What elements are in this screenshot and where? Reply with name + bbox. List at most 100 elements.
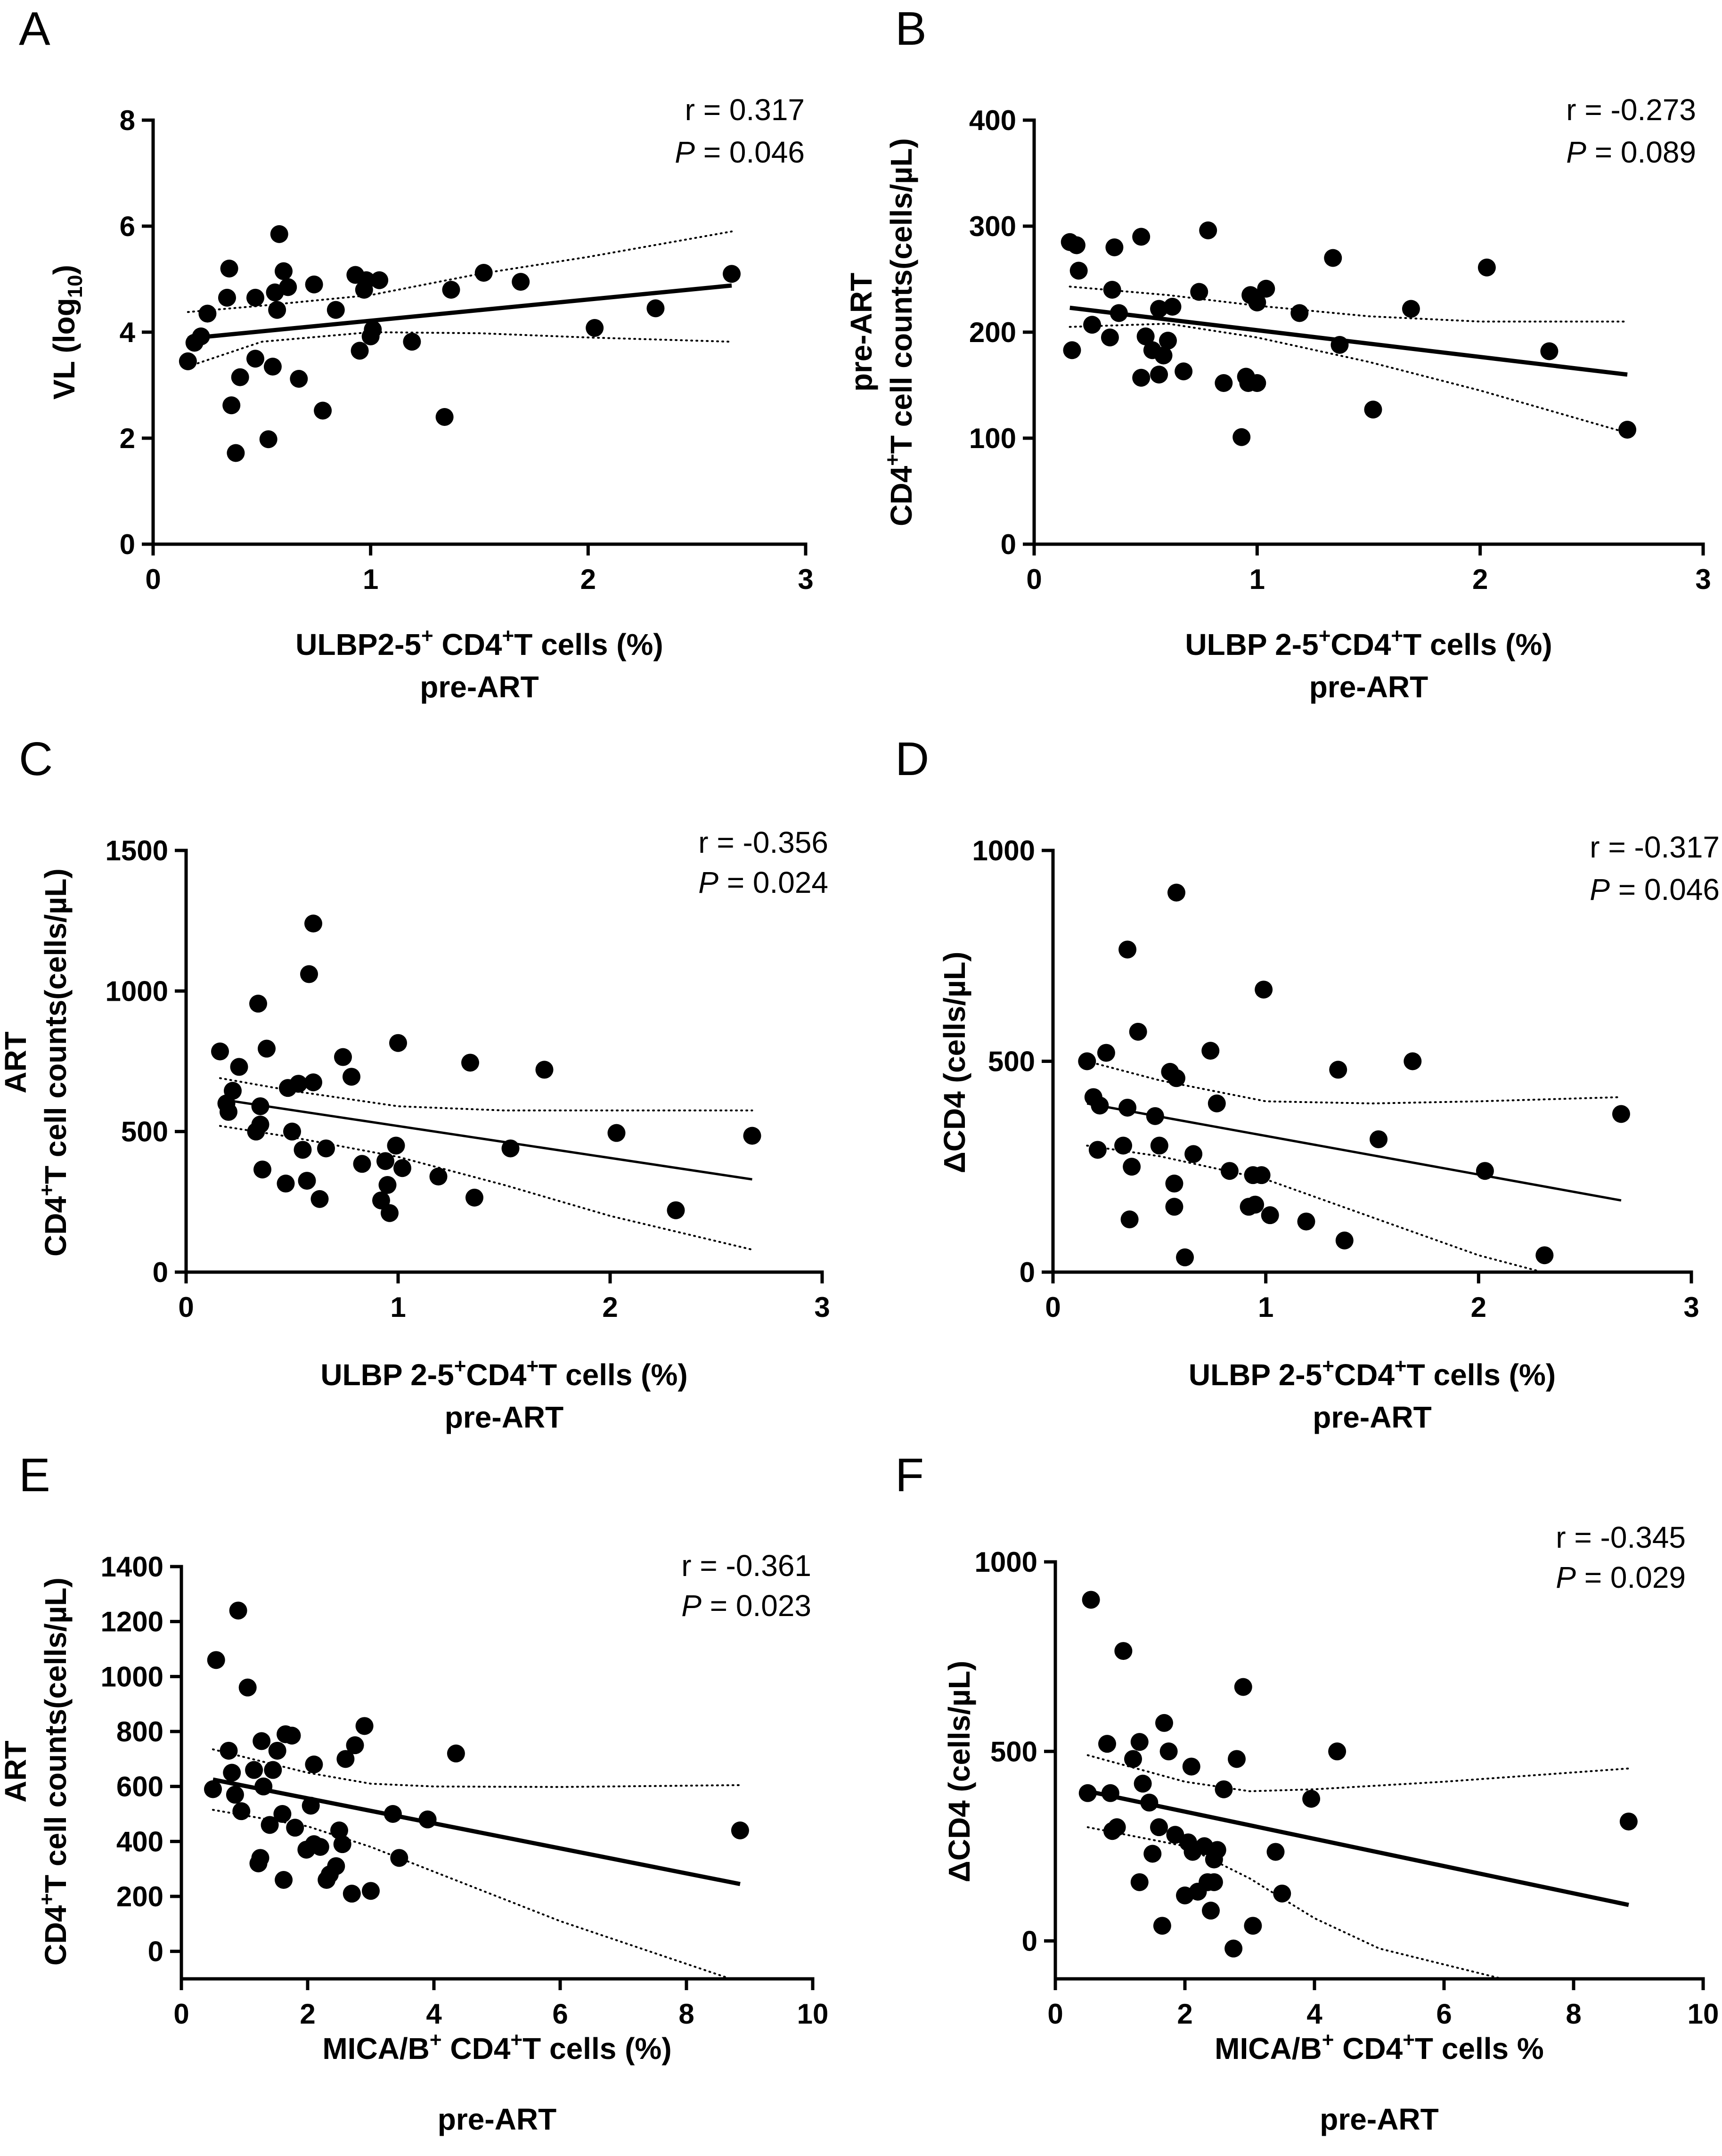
p-value: P = 0.089 xyxy=(1566,135,1696,169)
data-point xyxy=(1476,1162,1494,1180)
data-point xyxy=(231,368,249,386)
x-tick-label: 3 xyxy=(814,1291,830,1323)
data-point xyxy=(294,1141,312,1159)
x-axis-label: ULBP 2-5+CD4+T cells (%) xyxy=(1189,1355,1556,1392)
y-tick-label: 8 xyxy=(120,105,135,136)
data-point xyxy=(1091,1096,1109,1115)
data-point xyxy=(586,319,604,337)
data-point xyxy=(346,1736,364,1755)
x-tick-label: 1 xyxy=(363,564,378,595)
regression-line xyxy=(220,1098,752,1181)
data-point xyxy=(1165,1198,1183,1216)
data-point xyxy=(268,301,286,319)
data-point xyxy=(1261,1206,1279,1225)
x-axis-sublabel: pre-ART xyxy=(1313,1400,1431,1434)
data-point xyxy=(1097,1044,1115,1062)
data-point xyxy=(207,1651,225,1669)
r-value: r = -0.356 xyxy=(698,825,828,859)
data-point xyxy=(1130,1873,1149,1891)
data-point xyxy=(1190,283,1208,301)
x-tick-label: 8 xyxy=(1566,1998,1581,2030)
data-point xyxy=(1069,261,1088,280)
data-point xyxy=(1246,1195,1265,1214)
y-tick-label: 500 xyxy=(988,1046,1035,1078)
p-value: P = 0.024 xyxy=(698,866,828,899)
y-axis-label: CD4+T cell counts(cells/µL) xyxy=(35,868,73,1257)
y-tick-label: 0 xyxy=(1020,1257,1035,1288)
data-point xyxy=(1118,1098,1137,1117)
data-point xyxy=(253,1160,271,1179)
data-point xyxy=(1257,279,1275,298)
y-tick-label: 0 xyxy=(153,1257,168,1288)
x-tick-label: 4 xyxy=(1306,1998,1322,2030)
data-point xyxy=(211,1042,229,1061)
data-point xyxy=(343,1885,361,1903)
data-point xyxy=(1201,1042,1220,1060)
data-point xyxy=(1205,1873,1223,1891)
data-point xyxy=(1103,281,1121,299)
regression-line xyxy=(1087,1789,1629,1907)
p-value: P = 0.023 xyxy=(681,1589,811,1623)
panel-letter: C xyxy=(19,733,53,785)
data-point xyxy=(1234,1678,1252,1696)
data-point xyxy=(1248,294,1266,311)
data-point xyxy=(731,1821,749,1839)
ci-lower-line xyxy=(1086,1144,1543,1273)
data-point xyxy=(1228,1750,1246,1768)
x-tick-label: 1 xyxy=(1258,1291,1273,1323)
data-point xyxy=(353,1155,371,1173)
y-tick-label: 1500 xyxy=(106,835,168,866)
ci-upper-line xyxy=(1086,1060,1622,1105)
data-point xyxy=(384,1805,402,1823)
data-point xyxy=(1199,221,1217,239)
data-point xyxy=(372,1191,390,1209)
ci-upper-line xyxy=(1086,1754,1630,1792)
x-axis-sublabel: pre-ART xyxy=(1320,2102,1438,2136)
r-value: r = -0.345 xyxy=(1556,1520,1686,1554)
data-point xyxy=(1619,1813,1638,1831)
data-point xyxy=(1176,1248,1194,1266)
data-point xyxy=(1146,1107,1164,1125)
x-axis-sublabel: pre-ART xyxy=(445,1400,563,1434)
data-point xyxy=(218,288,236,307)
data-point xyxy=(1370,1130,1388,1149)
data-point xyxy=(1208,1094,1226,1112)
data-point xyxy=(275,262,293,280)
data-point xyxy=(1110,304,1128,322)
x-axis-label: MICA/B+ CD4+T cells (%) xyxy=(322,2028,671,2066)
data-point xyxy=(310,1190,329,1208)
data-point xyxy=(305,1756,323,1773)
data-point xyxy=(1330,336,1349,354)
data-point xyxy=(251,1115,269,1134)
x-tick-label: 2 xyxy=(300,1998,315,2030)
data-point xyxy=(275,1871,293,1889)
data-point xyxy=(1166,1826,1184,1844)
x-tick-label: 3 xyxy=(1695,564,1711,595)
data-point xyxy=(1404,1052,1422,1070)
data-point xyxy=(418,1810,437,1829)
data-point xyxy=(1167,883,1185,902)
data-point xyxy=(268,1741,286,1760)
x-tick-label: 3 xyxy=(798,564,813,595)
data-point xyxy=(254,1777,273,1796)
data-point xyxy=(277,1175,295,1193)
ci-upper-line xyxy=(187,230,733,313)
data-point xyxy=(251,1097,269,1115)
x-axis-label: ULBP 2-5+CD4+T cells (%) xyxy=(320,1355,687,1392)
data-point xyxy=(230,1058,248,1076)
y-tick-label: 800 xyxy=(116,1716,163,1748)
data-point xyxy=(220,260,238,278)
data-point xyxy=(461,1054,479,1072)
data-point xyxy=(1215,1780,1233,1798)
data-point xyxy=(1252,1166,1271,1184)
data-point xyxy=(1184,1145,1203,1163)
r-value: r = -0.273 xyxy=(1566,93,1696,127)
data-point xyxy=(290,370,308,388)
data-point xyxy=(289,1075,308,1093)
y-tick-label: 4 xyxy=(120,317,136,348)
data-point xyxy=(279,278,297,296)
data-point xyxy=(743,1127,761,1145)
x-tick-label: 1 xyxy=(390,1291,406,1323)
y-tick-label: 1000 xyxy=(106,975,168,1007)
data-point xyxy=(723,265,741,283)
